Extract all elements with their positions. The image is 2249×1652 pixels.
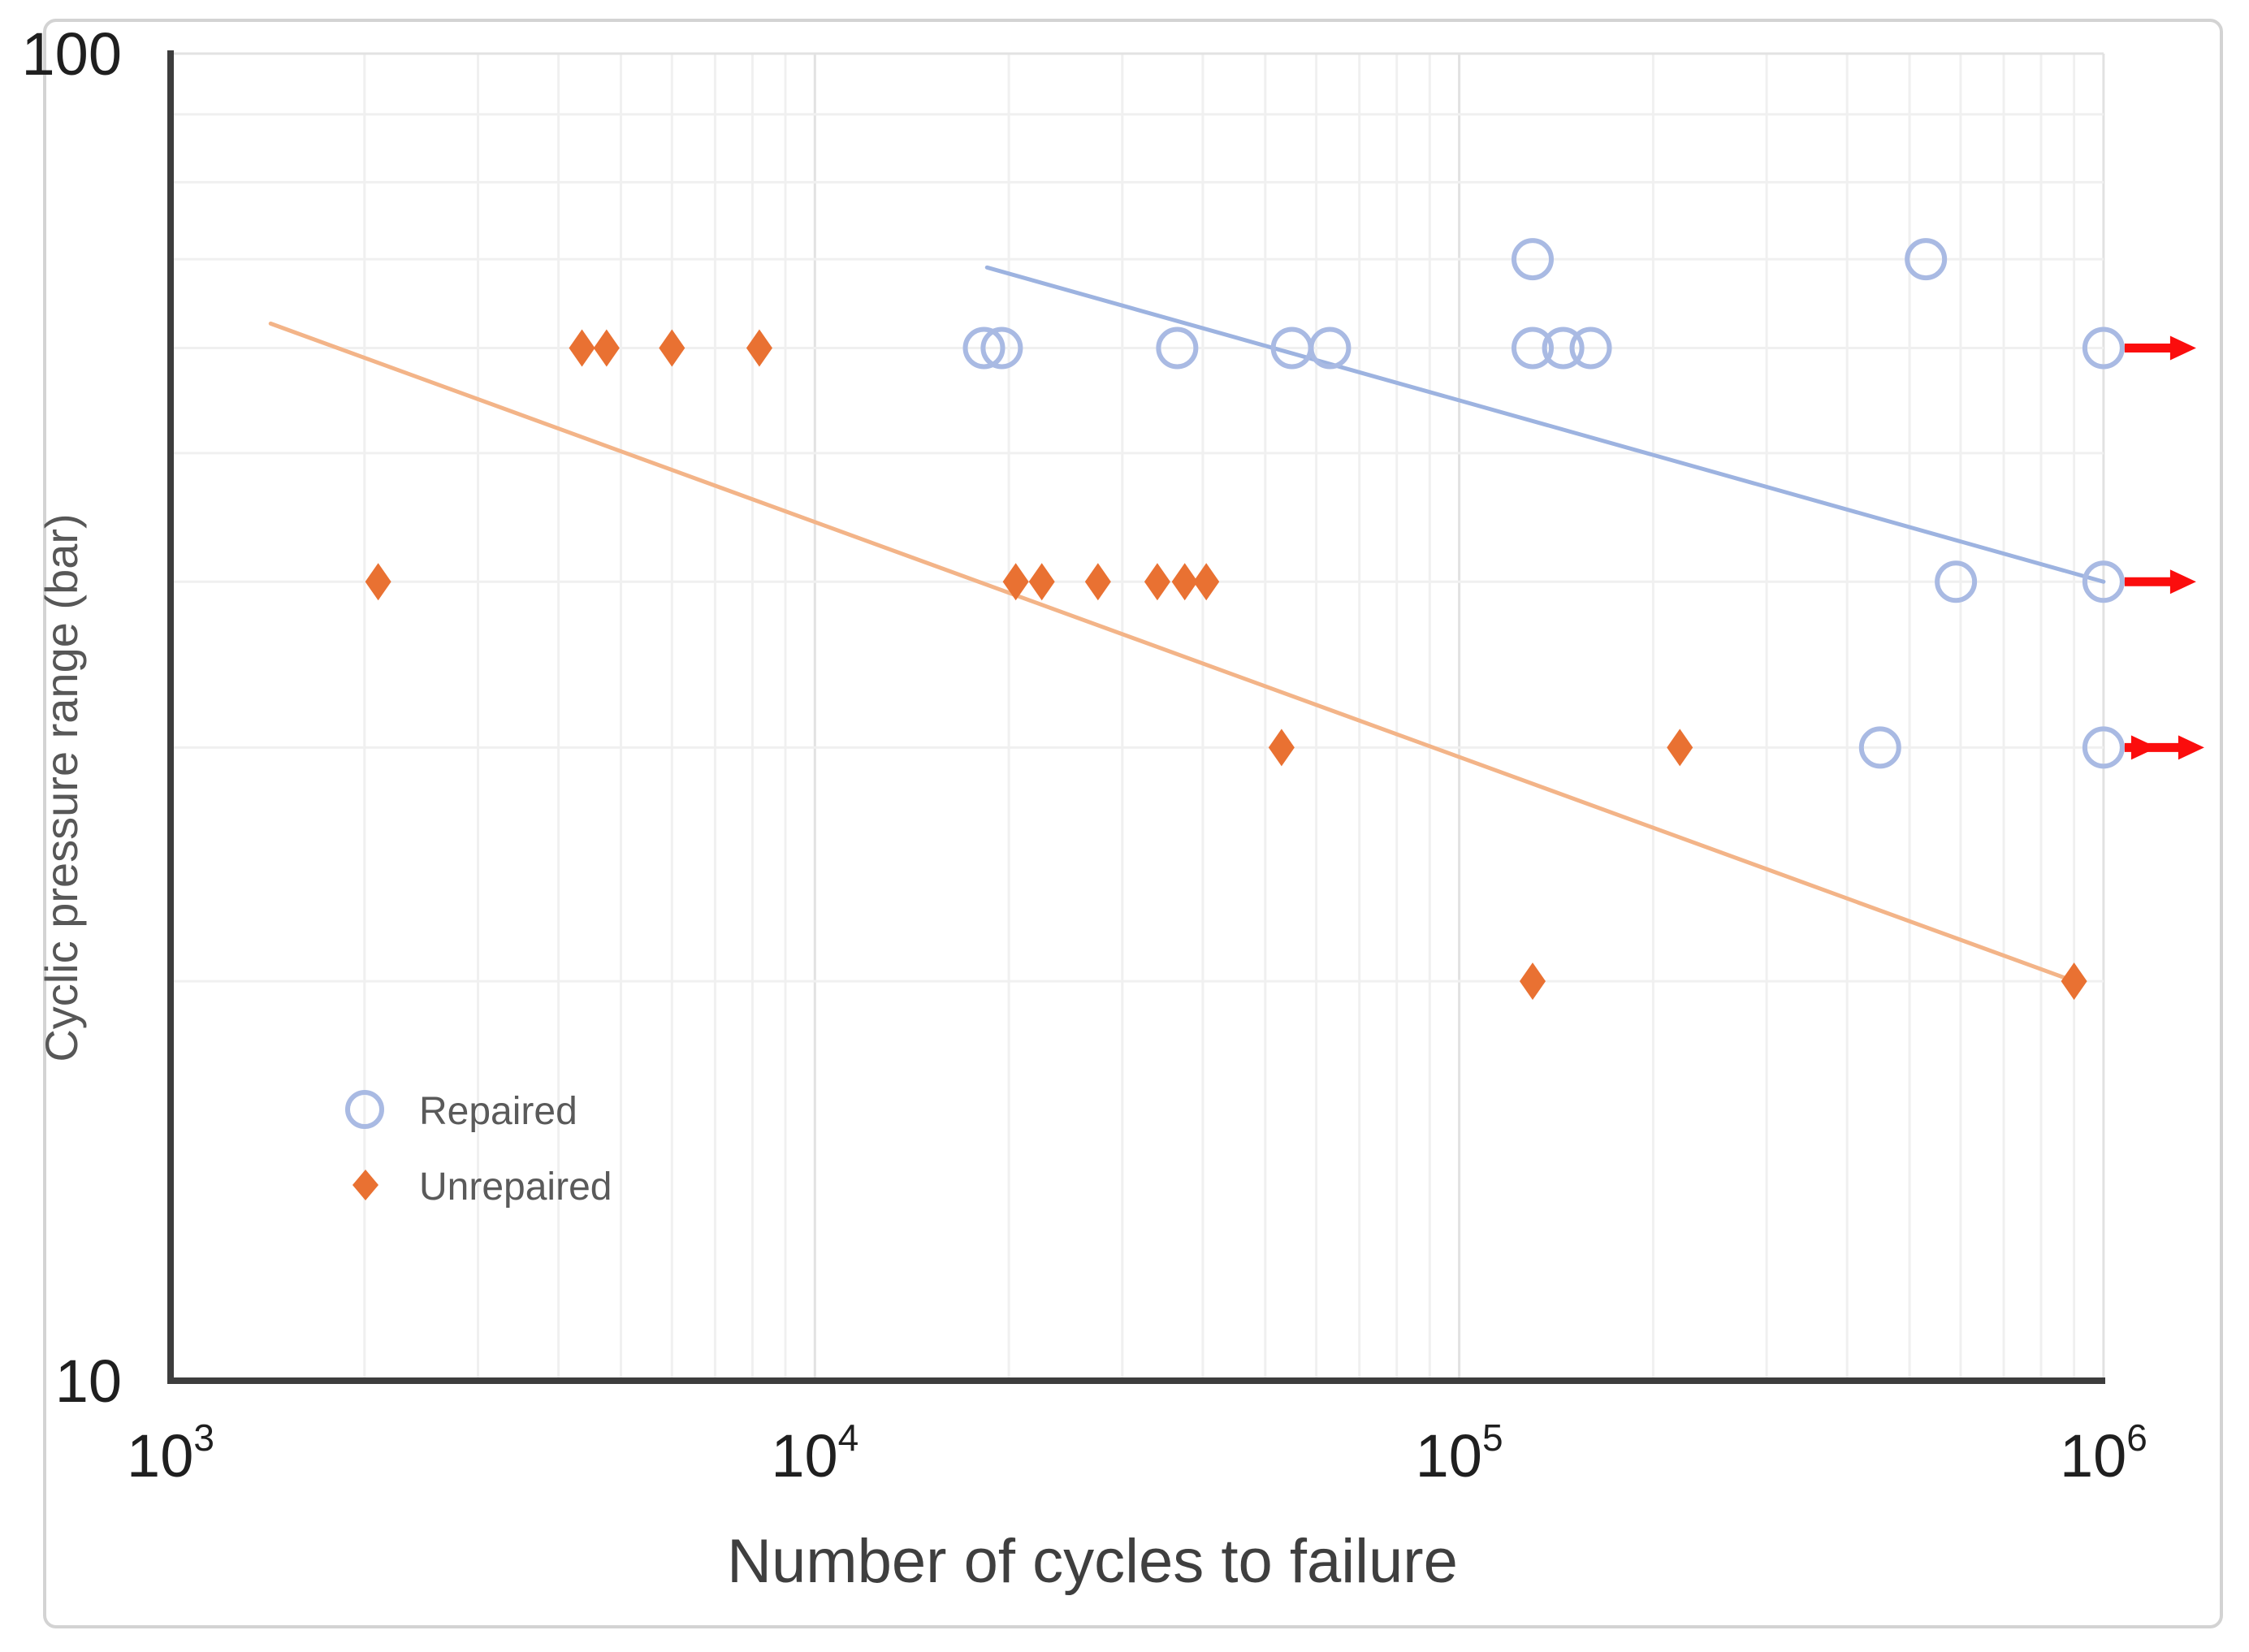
- legend-repaired-circle-icon: [345, 1090, 384, 1129]
- runout-arrow: [2124, 335, 2196, 361]
- runout-arrow: [2124, 569, 2196, 595]
- data-point-repaired: [1858, 726, 1901, 769]
- data-point-repaired: [2082, 560, 2125, 603]
- trend-lines: [268, 265, 2106, 984]
- data-point-unrepaired: [2061, 962, 2087, 1001]
- runout-arrows: [2124, 335, 2204, 760]
- arrowhead-icon: [2178, 735, 2204, 760]
- x-tick-label: 104: [771, 1416, 859, 1490]
- gridlines: [171, 52, 2105, 1381]
- x-axis-title: Number of cycles to failure: [727, 1527, 1458, 1596]
- data-point-repaired: [1511, 327, 1554, 370]
- x-tick-label: 105: [1416, 1416, 1503, 1490]
- data-point-repaired: [1935, 560, 1978, 603]
- data-point-unrepaired: [1144, 563, 1170, 601]
- data-point-unrepaired: [1002, 563, 1029, 601]
- x-tick-label: 103: [127, 1416, 214, 1490]
- legend-unrepaired-label: Unrepaired: [419, 1165, 612, 1209]
- data-point-unrepaired: [1519, 962, 1546, 1001]
- arrowhead-icon: [2130, 735, 2157, 760]
- y-tick-label: 10: [55, 1347, 122, 1415]
- data-point-repaired: [2082, 726, 2125, 769]
- legend-repaired-label: Repaired: [419, 1090, 577, 1133]
- arrowhead-icon: [2169, 569, 2196, 595]
- data-point-unrepaired: [1268, 729, 1295, 767]
- trend-line-unrepaired: [268, 321, 2077, 984]
- data-point-repaired: [1905, 238, 1948, 281]
- legend-unrepaired-diamond-icon: [352, 1170, 378, 1200]
- trend-line-repaired: [984, 265, 2106, 584]
- data-point-unrepaired: [365, 563, 391, 601]
- legend: Repaired Unrepaired: [345, 1090, 612, 1209]
- data-point-repaired: [980, 327, 1023, 370]
- data-point-unrepaired: [1084, 563, 1111, 601]
- data-point-repaired: [962, 327, 1006, 370]
- data-point-unrepaired: [1193, 563, 1220, 601]
- data-point-repaired: [1308, 327, 1352, 370]
- arrowhead-icon: [2169, 335, 2196, 361]
- data-point-unrepaired: [1171, 563, 1198, 601]
- y-axis-title: Cyclic pressure range (bar): [36, 513, 87, 1062]
- data-point-unrepaired: [1667, 729, 1693, 767]
- data-point-unrepaired: [746, 329, 772, 367]
- runout-arrow: [2124, 735, 2204, 760]
- data-point-unrepaired: [659, 329, 686, 367]
- y-tick-label: 100: [22, 20, 122, 88]
- data-point-unrepaired: [569, 329, 595, 367]
- data-point-repaired: [1569, 327, 1612, 370]
- data-point-repaired: [1511, 238, 1554, 281]
- data-points: [365, 238, 2125, 1001]
- data-point-repaired: [1156, 327, 1199, 370]
- data-point-unrepaired: [593, 329, 620, 367]
- data-point-repaired: [2082, 327, 2125, 370]
- x-tick-label: 106: [2060, 1416, 2147, 1490]
- data-point-repaired: [1542, 327, 1585, 370]
- data-point-unrepaired: [1028, 563, 1055, 601]
- figure-frame: [43, 19, 2223, 1628]
